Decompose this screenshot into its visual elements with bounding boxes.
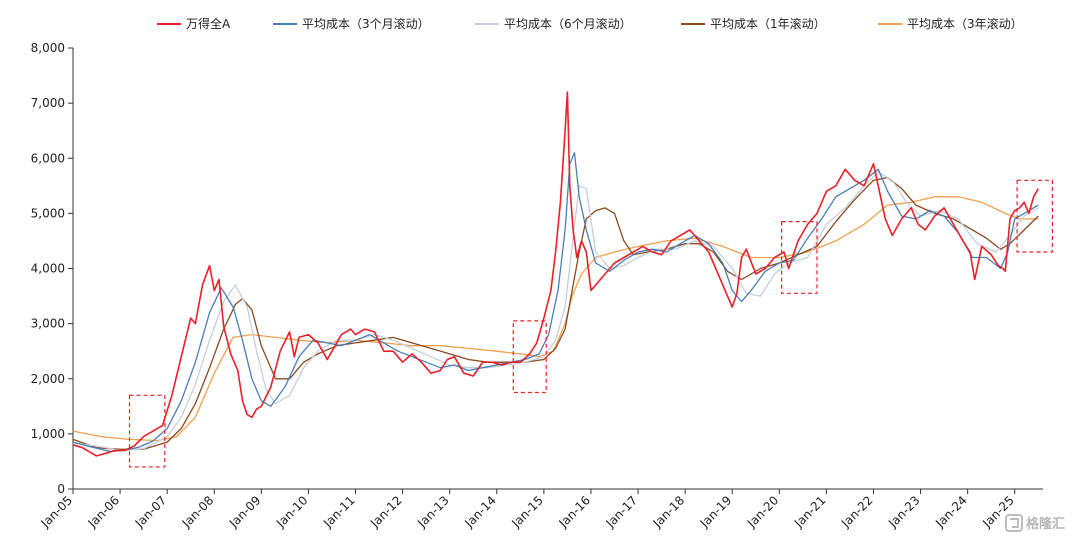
x-tick-label: Jan-18 — [650, 493, 688, 531]
x-tick-label: Jan-13 — [414, 493, 452, 531]
highlight-box-0 — [128, 394, 166, 468]
x-tick-label: Jan-23 — [885, 493, 923, 531]
y-tick-label: 8,000 — [31, 41, 65, 55]
legend-item: 万得全A — [157, 16, 231, 31]
series-line-1 — [72, 152, 1039, 453]
y-tick-label: 6,000 — [31, 151, 65, 165]
series-line-0 — [72, 91, 1039, 457]
x-tick-label: Jan-14 — [461, 493, 499, 531]
x-tick-label: Jan-22 — [838, 493, 876, 531]
y-tick-label: 2,000 — [31, 372, 65, 386]
watermark: 格隆汇 — [1005, 514, 1065, 532]
y-tick-label: 3,000 — [31, 317, 65, 331]
legend-label: 平均成本（3年滚动） — [907, 16, 1023, 31]
legend-item: 平均成本（6个月滚动） — [475, 16, 632, 31]
y-tick-label: 4,000 — [31, 262, 65, 276]
y-tick-label: 5,000 — [31, 206, 65, 220]
x-tick-label: Jan-16 — [556, 493, 594, 531]
legend-label: 平均成本（3个月滚动） — [302, 16, 430, 31]
chart-legend: 万得全A 平均成本（3个月滚动） 平均成本（6个月滚动） 平均成本（1年滚动） 平均成本… — [157, 16, 1023, 31]
series-layer — [72, 91, 1039, 457]
x-tick-label: Jan-24 — [932, 493, 970, 531]
x-tick-label: Jan-21 — [791, 493, 829, 531]
x-tick-label: Jan-11 — [320, 493, 358, 531]
x-tick-label: Jan-07 — [132, 493, 170, 531]
x-tick-label: Jan-05 — [38, 493, 76, 531]
x-tick-label: Jan-20 — [744, 493, 782, 531]
x-tick-label: Jan-19 — [697, 493, 735, 531]
x-tick-label: Jan-10 — [273, 493, 311, 531]
y-tick-label: 0 — [57, 482, 65, 496]
annotation-layer — [128, 179, 1054, 468]
highlight-box-2 — [781, 221, 818, 294]
legend-item: 平均成本（3个月滚动） — [273, 16, 430, 31]
x-tick-label: Jan-25 — [979, 493, 1017, 531]
legend-label: 平均成本（6个月滚动） — [504, 16, 632, 31]
series-line-2 — [72, 171, 1039, 452]
legend-item: 平均成本（3年滚动） — [878, 16, 1023, 31]
legend-label: 万得全A — [186, 16, 231, 31]
watermark-text: 格隆汇 — [1026, 516, 1065, 532]
x-tick-label: Jan-17 — [603, 493, 641, 531]
x-tick-label: Jan-12 — [367, 493, 405, 531]
x-tick-label: Jan-06 — [85, 493, 123, 531]
x-tick-label: Jan-08 — [179, 493, 217, 531]
series-line-3 — [72, 176, 1039, 450]
y-axis: 0 1,000 2,000 3,000 4,000 5,000 6,000 7,000 8,00… — [31, 41, 74, 496]
legend-label: 平均成本（1年滚动） — [710, 16, 826, 31]
x-axis: Jan-05 Jan-06 Jan-07 Jan-08 Jan-09 Jan-10 Jan-… — [38, 488, 1043, 531]
y-tick-label: 1,000 — [31, 427, 65, 441]
x-tick-label: Jan-09 — [226, 493, 264, 531]
legend-item: 平均成本（1年滚动） — [681, 16, 826, 31]
highlight-box-1 — [512, 320, 547, 394]
logo-icon — [1005, 514, 1023, 532]
series-line-4 — [72, 196, 1039, 442]
y-tick-label: 7,000 — [31, 96, 65, 110]
x-tick-label: Jan-15 — [508, 493, 546, 531]
highlight-box-3 — [1016, 179, 1054, 253]
